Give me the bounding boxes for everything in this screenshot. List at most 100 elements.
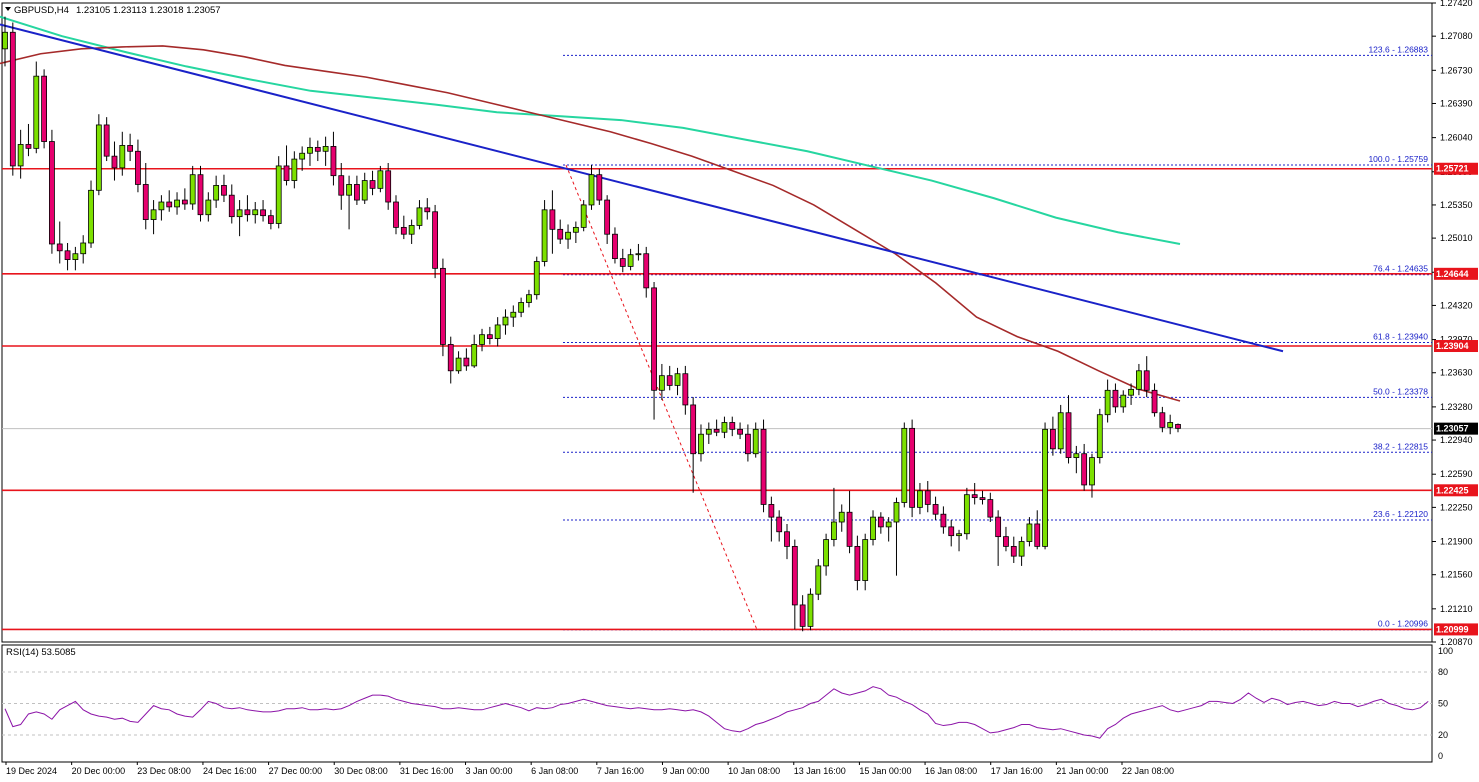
candle[interactable] bbox=[1167, 414, 1174, 435]
candle[interactable] bbox=[33, 61, 40, 154]
candle[interactable] bbox=[932, 496, 939, 521]
candle[interactable] bbox=[604, 195, 611, 244]
candle[interactable] bbox=[127, 133, 134, 162]
candle[interactable] bbox=[72, 246, 79, 271]
candle[interactable] bbox=[1034, 510, 1041, 550]
candle[interactable] bbox=[111, 141, 118, 181]
candle[interactable] bbox=[791, 539, 798, 630]
dropdown-triangle-icon[interactable] bbox=[5, 7, 11, 11]
candle[interactable] bbox=[64, 242, 71, 271]
candle[interactable] bbox=[1175, 423, 1181, 433]
candle[interactable] bbox=[854, 535, 861, 591]
candle[interactable] bbox=[322, 136, 329, 166]
candle[interactable] bbox=[400, 215, 407, 240]
candle[interactable] bbox=[846, 490, 853, 554]
candle[interactable] bbox=[682, 365, 689, 415]
candle[interactable] bbox=[1136, 363, 1142, 396]
candle[interactable] bbox=[393, 195, 399, 235]
candle[interactable] bbox=[510, 305, 517, 327]
candle[interactable] bbox=[940, 506, 947, 534]
candle[interactable] bbox=[1057, 404, 1064, 454]
candle[interactable] bbox=[471, 334, 478, 368]
candle[interactable] bbox=[455, 351, 462, 374]
candle[interactable] bbox=[745, 424, 751, 462]
candle[interactable] bbox=[150, 200, 157, 235]
candle[interactable] bbox=[228, 184, 235, 224]
candle[interactable] bbox=[486, 326, 493, 345]
candle[interactable] bbox=[369, 170, 376, 196]
candle[interactable] bbox=[956, 529, 962, 552]
candle[interactable] bbox=[572, 221, 579, 243]
candle[interactable] bbox=[463, 348, 470, 371]
candle[interactable] bbox=[189, 165, 196, 210]
candle[interactable] bbox=[1120, 390, 1127, 413]
candle[interactable] bbox=[1049, 416, 1056, 456]
candle[interactable] bbox=[416, 200, 423, 230]
candle[interactable] bbox=[447, 336, 454, 384]
candle[interactable] bbox=[338, 162, 345, 210]
candle[interactable] bbox=[181, 188, 188, 210]
candle[interactable] bbox=[580, 200, 587, 232]
candle[interactable] bbox=[815, 559, 822, 601]
candle[interactable] bbox=[713, 419, 720, 437]
candle[interactable] bbox=[494, 317, 501, 347]
candle[interactable] bbox=[705, 422, 712, 444]
candle[interactable] bbox=[807, 588, 814, 631]
candle[interactable] bbox=[979, 490, 986, 505]
candle[interactable] bbox=[760, 419, 767, 513]
candle[interactable] bbox=[619, 248, 626, 273]
candle[interactable] bbox=[119, 131, 126, 176]
candle[interactable] bbox=[205, 192, 212, 222]
ema-red-line[interactable] bbox=[0, 45, 1181, 402]
candle[interactable] bbox=[267, 209, 274, 230]
candle[interactable] bbox=[56, 221, 63, 264]
candle[interactable] bbox=[142, 162, 149, 230]
candle[interactable] bbox=[1081, 443, 1088, 491]
candle[interactable] bbox=[627, 248, 634, 271]
candle[interactable] bbox=[275, 156, 282, 229]
candle[interactable] bbox=[1096, 408, 1103, 464]
candle[interactable] bbox=[103, 117, 110, 162]
candle[interactable] bbox=[314, 140, 321, 162]
candle[interactable] bbox=[41, 69, 47, 149]
candle[interactable] bbox=[596, 168, 603, 205]
candle[interactable] bbox=[674, 367, 681, 396]
candle[interactable] bbox=[283, 145, 290, 186]
candle[interactable] bbox=[299, 146, 306, 171]
candle[interactable] bbox=[80, 235, 87, 264]
candle[interactable] bbox=[25, 123, 32, 157]
candle[interactable] bbox=[408, 219, 415, 244]
candle[interactable] bbox=[901, 422, 908, 508]
candle[interactable] bbox=[1112, 383, 1119, 413]
candle[interactable] bbox=[612, 227, 618, 264]
candle[interactable] bbox=[526, 289, 532, 308]
candle[interactable] bbox=[768, 496, 775, 542]
candle[interactable] bbox=[330, 131, 337, 186]
candle[interactable] bbox=[244, 195, 251, 222]
candle[interactable] bbox=[1128, 383, 1134, 405]
candle[interactable] bbox=[1003, 526, 1009, 552]
candle[interactable] bbox=[651, 282, 657, 420]
candle[interactable] bbox=[862, 533, 869, 591]
candle[interactable] bbox=[729, 416, 736, 437]
candle[interactable] bbox=[588, 164, 595, 210]
candle[interactable] bbox=[213, 175, 220, 208]
blue-trendline[interactable] bbox=[0, 23, 1284, 353]
candle[interactable] bbox=[658, 363, 665, 401]
candle[interactable] bbox=[917, 482, 923, 515]
candle[interactable] bbox=[752, 422, 759, 458]
candle[interactable] bbox=[1073, 445, 1080, 474]
candle[interactable] bbox=[533, 256, 540, 300]
candle[interactable] bbox=[776, 510, 783, 542]
candle[interactable] bbox=[221, 174, 227, 203]
candle[interactable] bbox=[698, 424, 704, 462]
candle[interactable] bbox=[95, 114, 102, 196]
candle[interactable] bbox=[1026, 517, 1033, 547]
candle[interactable] bbox=[1010, 536, 1017, 563]
candle[interactable] bbox=[502, 309, 509, 335]
candle[interactable] bbox=[971, 482, 978, 505]
candle[interactable] bbox=[838, 504, 845, 532]
candle[interactable] bbox=[1065, 395, 1072, 464]
candle[interactable] bbox=[377, 165, 384, 193]
rsi-line[interactable] bbox=[4, 686, 1429, 739]
